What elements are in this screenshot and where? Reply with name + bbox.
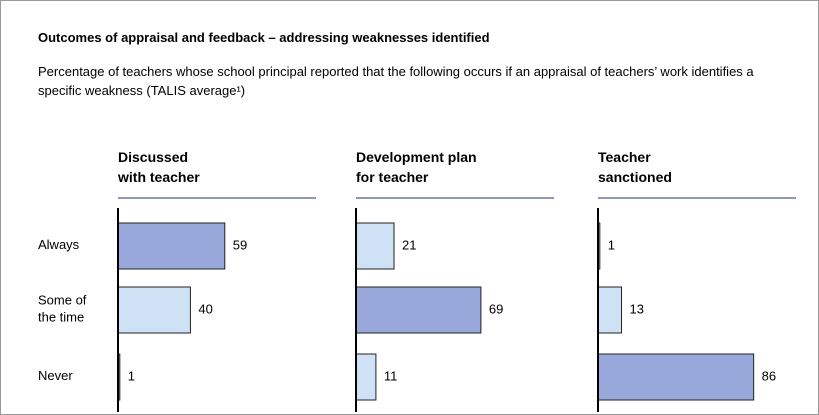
value-label: 40 (198, 301, 212, 316)
value-label: 13 (630, 301, 644, 316)
category-label: Always (38, 237, 80, 252)
bar (597, 286, 623, 334)
value-label: 59 (233, 237, 247, 252)
bar (355, 222, 395, 270)
bar (117, 222, 226, 270)
bar (597, 353, 755, 401)
bar (355, 353, 377, 401)
value-label: 86 (762, 368, 776, 383)
category-label: Never (38, 368, 73, 383)
panel-title: Teacher sanctioned (598, 149, 672, 185)
panel-title: Development plan for teacher (356, 149, 477, 185)
value-label: 21 (402, 237, 416, 252)
value-label: 11 (384, 368, 398, 383)
chart-subtitle: Percentage of teachers whose school prin… (38, 64, 754, 98)
panel-title: Discussed with teacher (117, 149, 200, 185)
value-label: 1 (128, 368, 135, 383)
bar (355, 286, 482, 334)
value-label: 1 (608, 237, 615, 252)
chart-title: Outcomes of appraisal and feedback – add… (38, 30, 490, 45)
category-label: Some of the time (38, 293, 87, 325)
bar (117, 286, 191, 334)
value-label: 69 (489, 301, 503, 316)
